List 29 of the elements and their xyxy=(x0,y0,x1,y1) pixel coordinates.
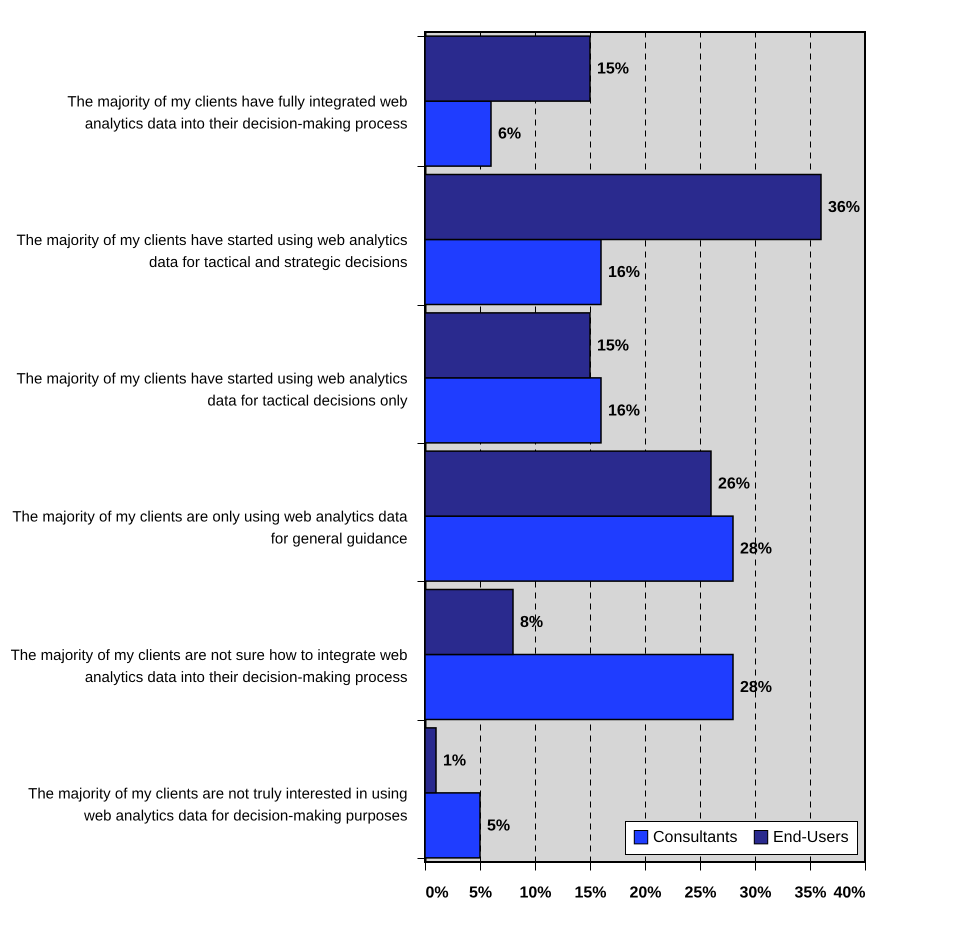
data-label: 28% xyxy=(740,679,772,696)
data-label: 15% xyxy=(597,60,630,78)
data-label: 8% xyxy=(520,614,544,631)
y-tick-label: The majority of my clients are not truly interested in using web analytics data for decision-making purposes xyxy=(28,785,408,824)
x-tick-label: 40% xyxy=(833,884,866,902)
x-tick-label: 35% xyxy=(794,884,827,902)
legend-label: End-Users xyxy=(773,829,849,846)
x-tick-label: 15% xyxy=(574,884,607,902)
legend-label: Consultants xyxy=(653,829,738,846)
y-tick-label: The majority of my clients are only using web analytics data for general guidance xyxy=(12,508,408,548)
data-label: 16% xyxy=(608,402,640,420)
y-tick-label: The majority of my clients are not sure how to integrate web analytics data into their decision-making process xyxy=(10,647,408,686)
x-tick-label: 25% xyxy=(684,884,717,902)
data-label: 26% xyxy=(718,476,750,493)
x-tick-label: 10% xyxy=(519,884,552,902)
x-tick-label: 5% xyxy=(468,884,492,902)
data-label: 15% xyxy=(597,337,630,354)
data-label: 36% xyxy=(828,198,860,216)
x-tick-label: 30% xyxy=(739,884,772,902)
y-tick-label: The majority of my clients have started using web analytics data for tactical and strategic decisions xyxy=(16,232,408,271)
x-tick-label: 20% xyxy=(629,884,662,902)
x-tick-label: 0% xyxy=(426,884,449,902)
data-label: 5% xyxy=(487,817,510,834)
y-tick-label: The majority of my clients have started using web analytics data for tactical decisions only xyxy=(16,370,408,410)
data-label: 28% xyxy=(740,540,772,558)
data-label: 16% xyxy=(608,264,640,282)
data-label: 1% xyxy=(443,752,466,770)
y-tick-label: The majority of my clients have fully integrated web analytics data into their decision-making process xyxy=(67,94,408,133)
data-label: 6% xyxy=(498,126,522,143)
